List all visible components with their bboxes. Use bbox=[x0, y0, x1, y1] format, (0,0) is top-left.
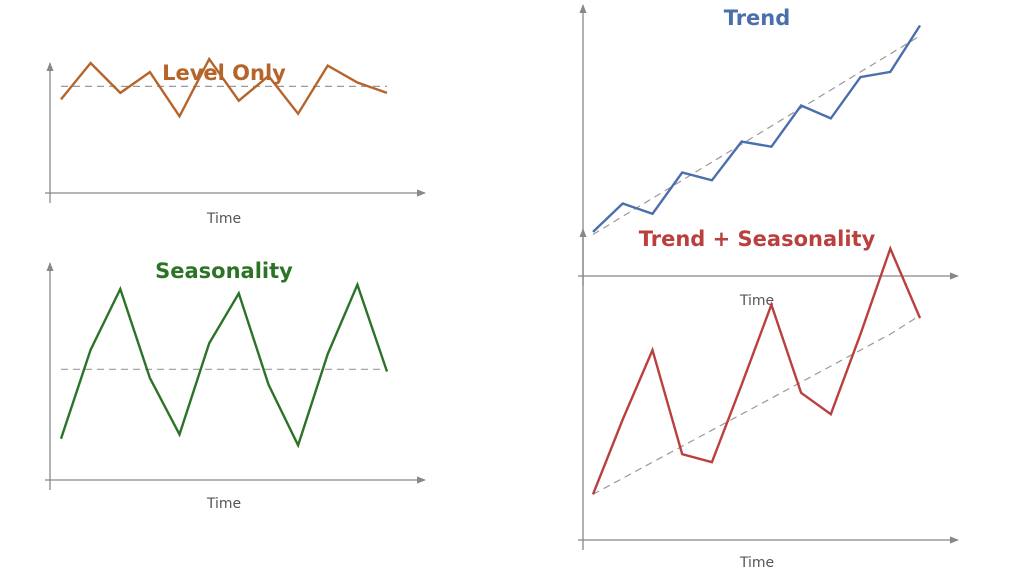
dashed-reference-line bbox=[592, 35, 921, 236]
chart-panel-3: Trend Time bbox=[578, 4, 959, 309]
dashed-reference-line bbox=[592, 314, 921, 495]
series-line bbox=[591, 245, 922, 495]
x-axis-label: Time bbox=[739, 555, 774, 571]
x-axis-label: Time bbox=[206, 211, 241, 227]
x-axis-label: Time bbox=[206, 496, 241, 512]
chart-panel-4: Trend + Seasonality Time bbox=[578, 227, 959, 571]
chart-panel-1: Level Only Time bbox=[45, 56, 426, 227]
series-line bbox=[59, 281, 389, 449]
series-line bbox=[60, 56, 388, 119]
chart-title: Seasonality bbox=[155, 259, 293, 283]
chart-panel-2: Seasonality Time bbox=[45, 259, 426, 512]
series-line bbox=[592, 24, 922, 233]
chart-title: Trend bbox=[724, 6, 791, 30]
chart-title: Level Only bbox=[162, 61, 286, 85]
chart-title: Trend + Seasonality bbox=[639, 227, 876, 251]
x-axis-label: Time bbox=[739, 293, 774, 309]
